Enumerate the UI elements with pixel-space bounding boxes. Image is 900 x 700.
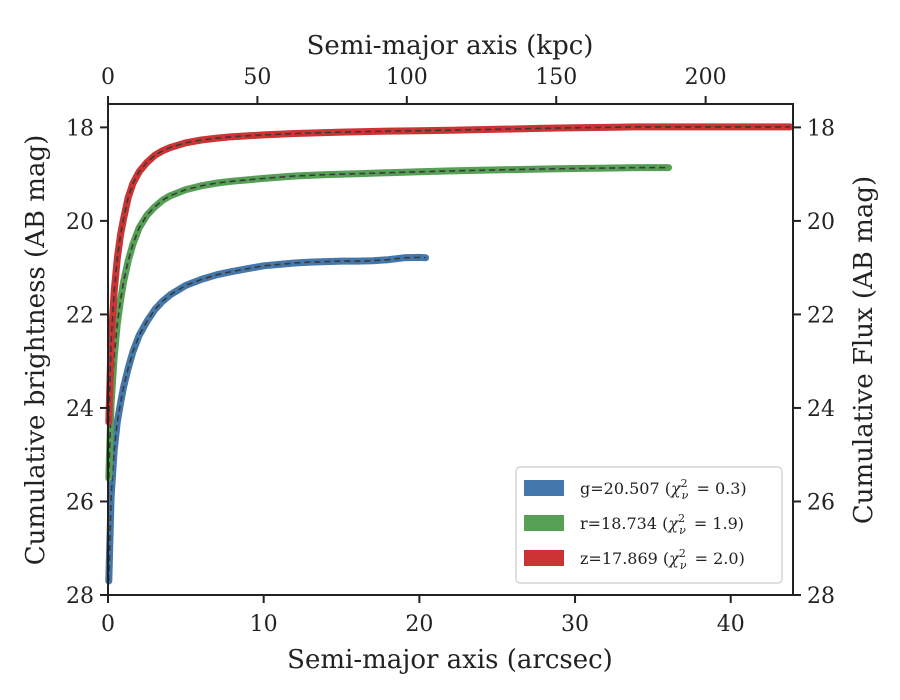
y-tick-label: 20 <box>66 210 94 235</box>
x-tick-label: 20 <box>405 612 433 637</box>
model-line-0 <box>108 256 426 582</box>
series-line-1 <box>105 164 672 482</box>
axes-layer: 0 10 20 30 40 0 50 100 150 200 18 18 20 20 22 22 24 24 26 2… <box>66 65 835 637</box>
model-line-2 <box>108 126 790 423</box>
top-x-tick-label: 200 <box>685 65 727 90</box>
y-tick-label: 24 <box>66 397 94 422</box>
legend-entry-0: g=20.507 (χ2 ν = 0.3) <box>580 477 747 502</box>
top-x-tick-label: 100 <box>386 65 428 90</box>
plot-frame <box>107 103 794 596</box>
right-y-tick-label: 28 <box>807 584 835 609</box>
legend-swatch-2 <box>524 550 564 566</box>
x-tick-label: 0 <box>101 612 115 637</box>
y-axis-label: Cumulative brightness (AB mag) <box>21 135 51 566</box>
top-x-tick-label: 150 <box>535 65 577 90</box>
right-y-tick-label: 22 <box>807 303 835 328</box>
legend-entry-1: r=18.734 (χ2 ν = 1.9) <box>580 512 744 537</box>
y-tick-label: 18 <box>66 116 94 141</box>
series-line-0 <box>105 253 430 585</box>
model-line-1 <box>108 166 669 479</box>
y-tick-label: 28 <box>66 584 94 609</box>
legend-swatch-0 <box>524 480 564 496</box>
legend-entry-2: z=17.869 (χ2 ν = 2.0) <box>580 547 745 572</box>
top-x-tick-label: 50 <box>243 65 271 90</box>
right-y-axis-label: Cumulative Flux (AB mag) <box>849 176 879 524</box>
y-tick-label: 26 <box>66 490 94 515</box>
top-x-axis-label: Semi-major axis (kpc) <box>307 31 594 61</box>
y-tick-label: 22 <box>66 303 94 328</box>
x-tick-label: 10 <box>250 612 278 637</box>
x-tick-label: 40 <box>717 612 745 637</box>
right-y-tick-label: 20 <box>807 210 835 235</box>
legend: g=20.507 (χ2 ν = 0.3) r=18.734 (χ2 ν = 1.9)… <box>515 466 783 584</box>
right-y-tick-label: 18 <box>807 116 835 141</box>
right-y-tick-label: 24 <box>807 397 835 422</box>
x-axis-label: Semi-major axis (arcsec) <box>287 645 613 675</box>
curves-layer <box>105 123 794 585</box>
legend-swatch-1 <box>524 515 564 531</box>
right-y-tick-label: 26 <box>807 490 835 515</box>
legend-box <box>515 466 783 584</box>
top-x-tick-label: 0 <box>101 65 115 90</box>
x-tick-label: 30 <box>561 612 589 637</box>
